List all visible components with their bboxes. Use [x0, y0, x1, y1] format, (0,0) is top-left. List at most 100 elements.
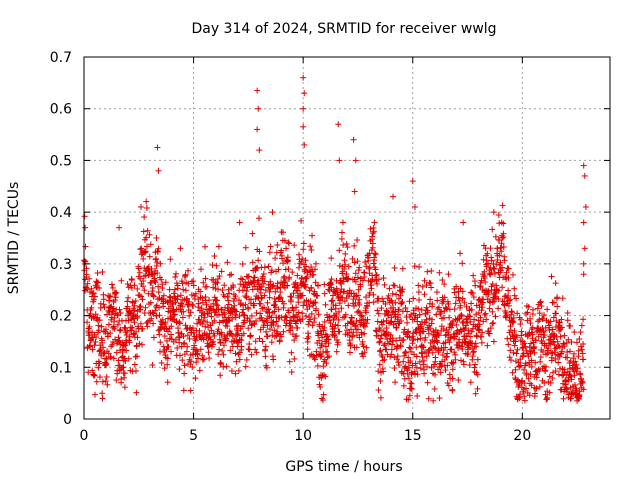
data-point [338, 229, 345, 236]
data-point [96, 285, 103, 292]
data-point [201, 314, 208, 321]
data-point [154, 270, 161, 277]
data-point [224, 294, 231, 301]
data-point [242, 244, 249, 251]
data-point [134, 334, 141, 341]
data-point [512, 366, 519, 373]
data-point [214, 279, 221, 286]
data-point [116, 224, 123, 231]
data-point [101, 304, 108, 311]
data-point [187, 358, 194, 365]
data-point [268, 267, 275, 274]
data-point [571, 329, 578, 336]
data-point [269, 309, 276, 316]
data-point [314, 362, 321, 369]
data-point [474, 356, 481, 363]
data-point [415, 282, 422, 289]
data-point [86, 332, 93, 339]
data-point [209, 262, 216, 269]
data-point [567, 322, 574, 329]
data-point [215, 306, 222, 313]
data-point [136, 292, 143, 299]
data-point [155, 167, 162, 174]
data-point [111, 325, 118, 332]
data-point [421, 366, 428, 373]
data-point [133, 343, 140, 350]
data-point [179, 303, 186, 310]
data-point [335, 121, 342, 128]
data-point [158, 359, 165, 366]
data-point [239, 261, 246, 268]
data-point [406, 298, 413, 305]
data-point [240, 330, 247, 337]
data-point [436, 269, 443, 276]
data-point [229, 333, 236, 340]
data-point [354, 309, 361, 316]
data-point [144, 323, 151, 330]
data-point [200, 318, 207, 325]
data-point [333, 348, 340, 355]
data-point [531, 390, 538, 397]
data-point [111, 314, 118, 321]
data-point [147, 299, 154, 306]
data-point [110, 355, 117, 362]
data-point [109, 284, 116, 291]
data-point [492, 313, 499, 320]
data-point [529, 306, 536, 313]
data-point [90, 296, 97, 303]
data-point [257, 300, 264, 307]
data-point [242, 363, 249, 370]
data-point [301, 90, 308, 97]
data-point [524, 309, 531, 316]
data-point [449, 360, 456, 367]
data-point [513, 350, 520, 357]
data-point [500, 220, 507, 227]
y-tick-label: 0.3 [50, 257, 72, 273]
data-point [213, 262, 220, 269]
data-point [187, 309, 194, 316]
data-point [203, 283, 210, 290]
data-point [544, 306, 551, 313]
data-point [233, 358, 240, 365]
data-point [105, 321, 112, 328]
data-point [289, 269, 296, 276]
data-point [253, 349, 260, 356]
data-point [96, 374, 103, 381]
data-point [580, 219, 587, 226]
data-point [392, 379, 399, 386]
data-point [536, 316, 543, 323]
data-point [236, 356, 243, 363]
data-point [86, 323, 93, 330]
data-point [137, 320, 144, 327]
data-point [401, 375, 408, 382]
data-point [266, 294, 273, 301]
data-point [347, 342, 354, 349]
data-point [128, 327, 135, 334]
data-point [141, 214, 148, 221]
data-point [249, 230, 256, 237]
data-point [457, 250, 464, 257]
data-point [582, 203, 589, 210]
data-point [288, 349, 295, 356]
data-point [123, 347, 130, 354]
data-point [214, 302, 221, 309]
data-point [176, 334, 183, 341]
data-point [404, 308, 411, 315]
data-point [163, 337, 170, 344]
data-point [84, 319, 91, 326]
data-point [279, 229, 286, 236]
data-point [208, 313, 215, 320]
data-point [119, 346, 126, 353]
data-point [260, 270, 267, 277]
data-point [172, 336, 179, 343]
data-point [188, 278, 195, 285]
data-point [490, 209, 497, 216]
data-point [246, 346, 253, 353]
data-point [206, 355, 213, 362]
data-point [115, 334, 122, 341]
data-point [218, 329, 225, 336]
data-point [91, 342, 98, 349]
data-point [274, 323, 281, 330]
data-point [88, 304, 95, 311]
data-point [99, 337, 106, 344]
